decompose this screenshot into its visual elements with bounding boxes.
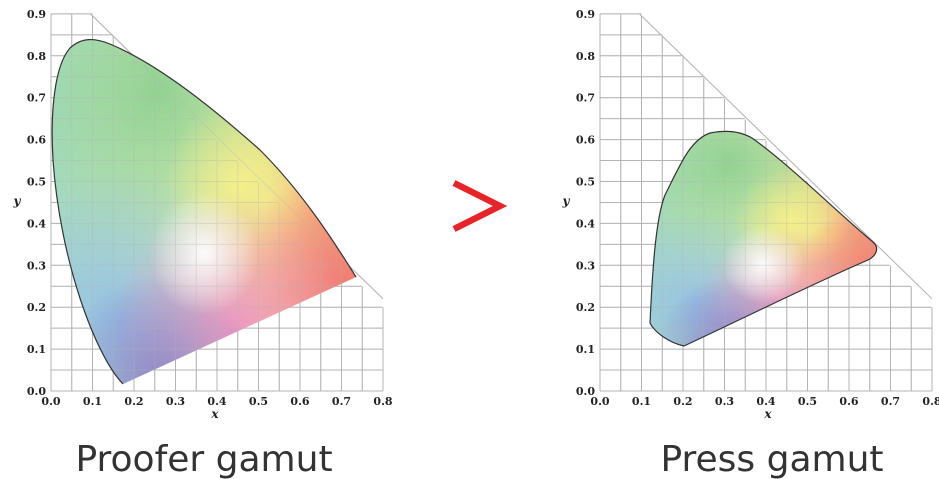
x-tick-label: 0.5 (249, 395, 268, 408)
x-tick-label: 0.3 (715, 395, 734, 408)
x-tick-label: 0.5 (798, 395, 817, 408)
proofer-gamut-chart: 0.0 0.1 0.2 0.3 0.4 0.5 0.6 0.7 0.8 0.0 0.1 0.2 0.3… (13, 8, 393, 479)
press-gamut-region (650, 131, 877, 346)
x-tick-label: 0.7 (332, 395, 351, 408)
y-tick-label: 0.3 (27, 259, 46, 272)
x-tick-label: 0.4 (207, 395, 226, 408)
right-y-axis-label: y (562, 194, 571, 208)
proofer-gamut-caption: Proofer gamut (75, 439, 332, 479)
y-tick-label: 0.6 (576, 134, 595, 147)
y-tick-label: 0.1 (576, 343, 595, 356)
left-x-axis-label: x (210, 407, 219, 421)
y-tick-label: 0.2 (576, 301, 595, 314)
x-tick-label: 0.6 (839, 395, 858, 408)
x-tick-label: 0.6 (290, 395, 309, 408)
greater-than-symbol: > (452, 180, 508, 232)
press-gamut-outline (649, 130, 878, 347)
y-tick-label: 0.0 (27, 385, 46, 398)
right-x-axis-label: x (763, 407, 772, 421)
press-gamut-chart: 0.0 0.1 0.2 0.3 0.4 0.5 0.6 0.7 0.8 0.0 0.1 0.2 0.3… (562, 8, 939, 479)
x-tick-label: 0.2 (124, 395, 143, 408)
grid-diagonal-boundary (639, 13, 933, 300)
y-tick-label: 0.9 (27, 8, 46, 21)
x-tick-label: 0.2 (673, 395, 692, 408)
press-gamut-caption: Press gamut (660, 439, 883, 479)
x-tick-label: 0.3 (166, 395, 185, 408)
y-tick-label: 0.2 (27, 301, 46, 314)
y-tick-label: 0.7 (27, 92, 46, 105)
y-tick-label: 0.5 (27, 176, 46, 189)
left-y-tick-labels: 0.0 0.1 0.2 0.3 0.4 0.5 0.6 0.7 0.8 0.9 (27, 8, 46, 398)
y-tick-label: 0.5 (576, 176, 595, 189)
left-grid-overlay (50, 13, 384, 392)
y-tick-label: 0.9 (576, 8, 595, 21)
x-tick-label: 0.0 (41, 395, 60, 408)
y-tick-label: 0.4 (576, 217, 595, 230)
x-tick-label: 0.8 (922, 395, 939, 408)
y-tick-label: 0.3 (576, 259, 595, 272)
left-x-tick-labels: 0.0 0.1 0.2 0.3 0.4 0.5 0.6 0.7 0.8 (41, 395, 392, 408)
right-grid-overlay (599, 13, 933, 392)
y-tick-label: 0.1 (27, 343, 46, 356)
y-tick-label: 0.4 (27, 217, 46, 230)
x-tick-label: 0.7 (881, 395, 900, 408)
x-tick-label: 0.0 (590, 395, 609, 408)
right-y-tick-labels: 0.0 0.1 0.2 0.3 0.4 0.5 0.6 0.7 0.8 0.9 (576, 8, 595, 398)
x-tick-label: 0.1 (632, 395, 651, 408)
y-tick-label: 0.8 (27, 50, 46, 63)
x-tick-label: 0.4 (756, 395, 775, 408)
grid-diagonal-boundary (639, 13, 933, 300)
x-tick-label: 0.8 (373, 395, 392, 408)
right-x-tick-labels: 0.0 0.1 0.2 0.3 0.4 0.5 0.6 0.7 0.8 (590, 395, 939, 408)
y-tick-label: 0.7 (576, 92, 595, 105)
y-tick-label: 0.6 (27, 134, 46, 147)
grid-diagonal-boundary (90, 13, 384, 300)
x-tick-label: 0.1 (83, 395, 102, 408)
proofer-gamut-region (52, 39, 356, 385)
left-y-axis-label: y (13, 194, 22, 208)
proofer-gamut-outline (51, 39, 357, 385)
y-tick-label: 0.8 (576, 50, 595, 63)
y-tick-label: 0.0 (576, 385, 595, 398)
